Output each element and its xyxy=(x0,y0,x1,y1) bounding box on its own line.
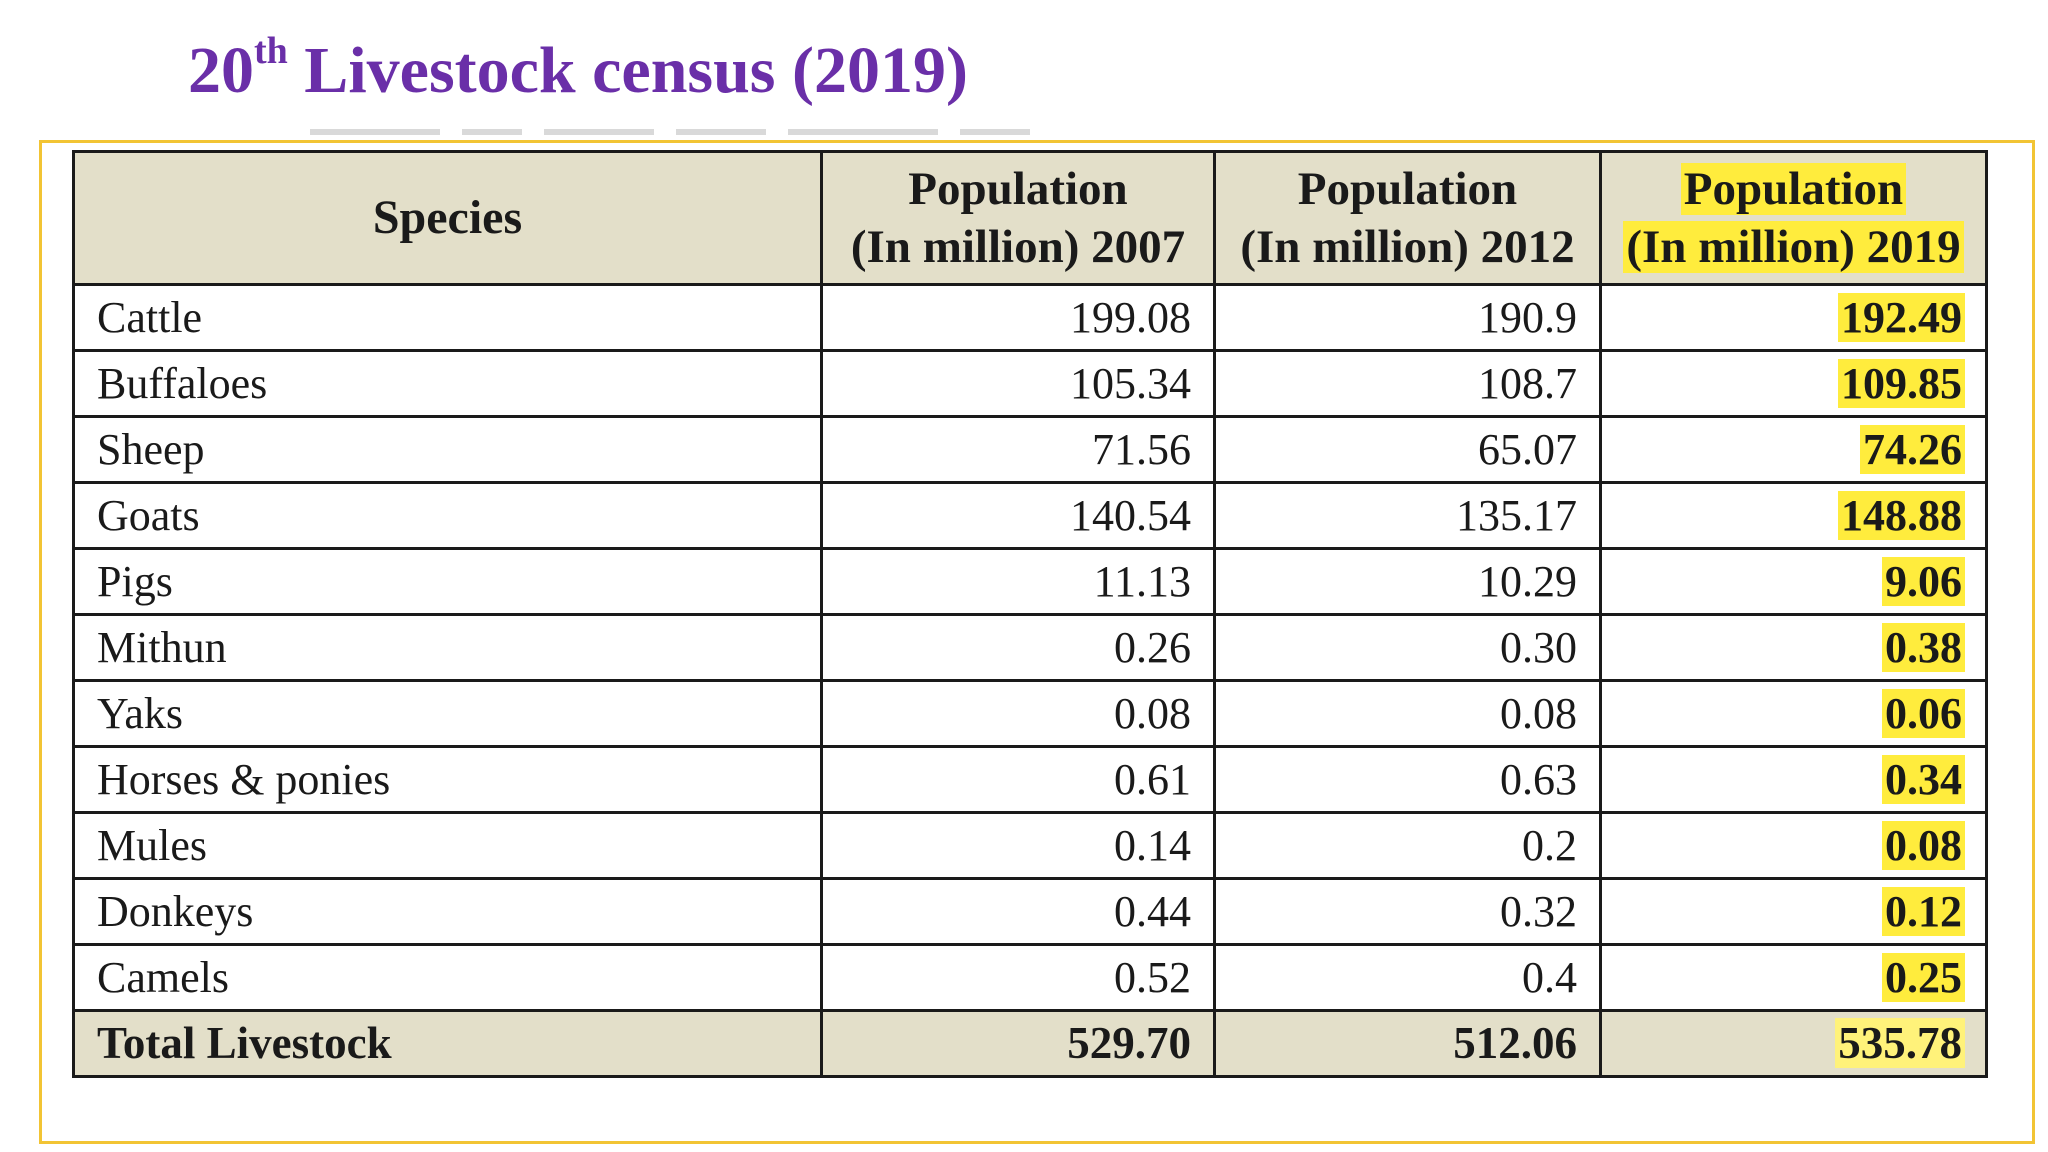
species-cell: Donkeys xyxy=(72,877,823,946)
total-2012: 512.06 xyxy=(1213,1009,1602,1078)
species-cell: Buffaloes xyxy=(72,349,823,418)
species-cell: Pigs xyxy=(72,547,823,616)
table-row: Yaks 0.08 0.08 0.06 xyxy=(72,679,1988,748)
header-population-2007: Population (In million) 2007 xyxy=(820,150,1216,286)
population-2019-cell: 148.88 xyxy=(1599,481,1988,550)
population-2019-cell: 0.08 xyxy=(1599,811,1988,880)
table-row: Mules 0.14 0.2 0.08 xyxy=(72,811,1988,880)
population-2007-cell: 140.54 xyxy=(820,481,1216,550)
species-cell: Goats xyxy=(72,481,823,550)
table-row: Buffaloes 105.34 108.7 109.85 xyxy=(72,349,1988,418)
population-2007-cell: 0.61 xyxy=(820,745,1216,814)
population-2012-cell: 0.30 xyxy=(1213,613,1602,682)
population-2007-cell: 0.14 xyxy=(820,811,1216,880)
total-2019: 535.78 xyxy=(1599,1009,1988,1078)
table-row: Horses & ponies 0.61 0.63 0.34 xyxy=(72,745,1988,814)
population-2019-cell: 9.06 xyxy=(1599,547,1988,616)
population-2012-cell: 108.7 xyxy=(1213,349,1602,418)
population-2007-cell: 11.13 xyxy=(820,547,1216,616)
species-cell: Mithun xyxy=(72,613,823,682)
population-2012-cell: 0.08 xyxy=(1213,679,1602,748)
species-cell: Sheep xyxy=(72,415,823,484)
title-superscript: th xyxy=(254,30,288,72)
population-2012-cell: 135.17 xyxy=(1213,481,1602,550)
header-population-2012: Population (In million) 2012 xyxy=(1213,150,1602,286)
highlight-frame xyxy=(39,140,2035,1144)
table-body: Cattle 199.08 190.9 192.49 Buffaloes 105.34 10… xyxy=(72,283,1988,1078)
population-2007-cell: 71.56 xyxy=(820,415,1216,484)
species-cell: Horses & ponies xyxy=(72,745,823,814)
population-2012-cell: 0.32 xyxy=(1213,877,1602,946)
table-row: Camels 0.52 0.4 0.25 xyxy=(72,943,1988,1012)
total-2007: 529.70 xyxy=(820,1009,1216,1078)
population-2019-cell: 0.38 xyxy=(1599,613,1988,682)
population-2012-cell: 65.07 xyxy=(1213,415,1602,484)
population-2007-cell: 0.52 xyxy=(820,943,1216,1012)
header-population-2019: Population (In million) 2019 xyxy=(1599,150,1988,286)
population-2007-cell: 105.34 xyxy=(820,349,1216,418)
total-row: Total Livestock 529.70 512.06 535.78 xyxy=(72,1009,1988,1078)
population-2007-cell: 0.44 xyxy=(820,877,1216,946)
population-2019-cell: 0.06 xyxy=(1599,679,1988,748)
species-cell: Cattle xyxy=(72,283,823,352)
population-2019-cell: 109.85 xyxy=(1599,349,1988,418)
population-2012-cell: 0.2 xyxy=(1213,811,1602,880)
table-row: Mithun 0.26 0.30 0.38 xyxy=(72,613,1988,682)
population-2007-cell: 199.08 xyxy=(820,283,1216,352)
table-row: Pigs 11.13 10.29 9.06 xyxy=(72,547,1988,616)
population-2012-cell: 0.63 xyxy=(1213,745,1602,814)
table-row: Donkeys 0.44 0.32 0.12 xyxy=(72,877,1988,946)
species-cell: Yaks xyxy=(72,679,823,748)
population-2012-cell: 10.29 xyxy=(1213,547,1602,616)
table-row: Cattle 199.08 190.9 192.49 xyxy=(72,283,1988,352)
population-2007-cell: 0.08 xyxy=(820,679,1216,748)
page-title: 20th Livestock census (2019) xyxy=(188,30,968,107)
population-2012-cell: 190.9 xyxy=(1213,283,1602,352)
cropped-text-remnant xyxy=(310,129,1190,139)
table-row: Goats 140.54 135.17 148.88 xyxy=(72,481,1988,550)
total-label: Total Livestock xyxy=(72,1009,823,1078)
population-2019-cell: 74.26 xyxy=(1599,415,1988,484)
population-2019-cell: 0.12 xyxy=(1599,877,1988,946)
population-2019-cell: 0.25 xyxy=(1599,943,1988,1012)
population-2019-cell: 0.34 xyxy=(1599,745,1988,814)
species-cell: Mules xyxy=(72,811,823,880)
population-2019-cell: 192.49 xyxy=(1599,283,1988,352)
table-row: Sheep 71.56 65.07 74.26 xyxy=(72,415,1988,484)
livestock-census-table: Species Population (In million) 2007 Pop… xyxy=(72,150,1988,1078)
population-2007-cell: 0.26 xyxy=(820,613,1216,682)
population-2012-cell: 0.4 xyxy=(1213,943,1602,1012)
species-cell: Camels xyxy=(72,943,823,1012)
table-header-row: Species Population (In million) 2007 Pop… xyxy=(72,150,1988,286)
header-species: Species xyxy=(72,150,823,286)
